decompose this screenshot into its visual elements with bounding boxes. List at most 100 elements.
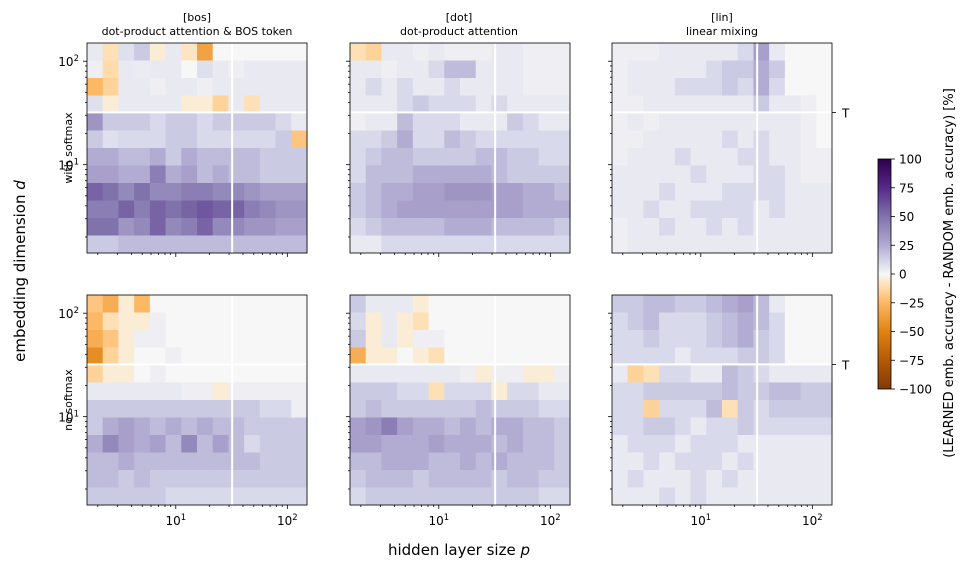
heatmap-cell — [722, 435, 739, 454]
heatmap-cell — [706, 60, 723, 79]
heatmap-cell — [706, 435, 723, 454]
heatmap-cell — [737, 347, 755, 366]
heatmap-cell — [460, 95, 477, 114]
heatmap-cell — [149, 365, 167, 384]
heatmap-cell — [460, 330, 477, 349]
heatmap-cell — [149, 470, 167, 489]
heatmap-cell — [690, 165, 707, 184]
panel-frame — [86, 294, 308, 506]
heatmap-cell — [212, 78, 230, 97]
heatmap-cell — [769, 400, 786, 419]
heatmap-cell — [816, 312, 833, 331]
heatmap-cell — [428, 330, 445, 349]
heatmap-cell — [816, 78, 833, 97]
heatmap-cell — [538, 382, 555, 401]
heatmap-cell — [381, 43, 398, 62]
colorbar-ticks: 100 75 50 25 0 −25 −50 −75 −100 — [891, 153, 932, 397]
heatmap-cell — [460, 452, 477, 471]
heatmap-cell — [538, 400, 555, 419]
heatmap-cell — [87, 183, 104, 202]
heatmap-cell — [816, 165, 833, 184]
heatmap-cell — [275, 130, 292, 149]
heatmap-cell — [134, 435, 151, 454]
heatmap-cell — [522, 200, 540, 219]
heatmap-cell — [475, 148, 493, 167]
heatmap-cell — [428, 78, 445, 97]
heatmap-cell — [507, 60, 524, 79]
heatmap-cell — [674, 165, 692, 184]
heatmap-cell — [816, 347, 833, 366]
heatmap-cell — [381, 95, 398, 114]
heatmap-cell — [275, 95, 292, 114]
heatmap-cell — [197, 165, 214, 184]
heatmap-cell — [228, 218, 245, 237]
heatmap-cell — [244, 417, 261, 436]
heatmap-cell — [291, 95, 308, 114]
heatmap-cell — [690, 417, 707, 436]
heatmap-cell — [412, 312, 430, 331]
heatmap-cell — [244, 470, 261, 489]
heatmap-cell — [365, 417, 383, 436]
colorbar — [877, 158, 892, 390]
heatmap-cell — [643, 113, 660, 132]
heatmap-cell — [444, 43, 461, 62]
heatmap-cell — [722, 148, 739, 167]
heatmap-cell — [674, 487, 692, 506]
heatmap-cell — [412, 295, 430, 314]
heatmap-cell — [181, 60, 198, 79]
heatmap-cell — [118, 235, 135, 254]
heatmap-cell — [397, 165, 414, 184]
column-code-bos: [bos] — [183, 11, 211, 24]
heatmap-cell — [102, 43, 120, 62]
heatmap-cell — [134, 452, 151, 471]
heatmap-cell — [149, 60, 167, 79]
heatmap-cell — [753, 60, 770, 79]
heatmap-cell — [397, 148, 414, 167]
heatmap-cell — [800, 43, 817, 62]
heatmap-cell — [228, 400, 245, 419]
heatmap-cell — [737, 130, 755, 149]
heatmap-cell — [134, 218, 151, 237]
heatmap-cell — [149, 452, 167, 471]
heatmap-cell — [228, 347, 245, 366]
heatmap-cell — [102, 470, 120, 489]
heatmap-cell — [181, 330, 198, 349]
heatmap-cell — [612, 148, 629, 167]
heatmap-cell — [538, 330, 555, 349]
heatmap-cell — [212, 165, 230, 184]
y-tick-label: 102 — [58, 306, 79, 321]
heatmap-cell — [412, 130, 430, 149]
heatmap-cell — [181, 235, 198, 254]
heatmap-cell — [149, 382, 167, 401]
heatmap-cell — [690, 200, 707, 219]
heatmap-cell — [381, 452, 398, 471]
heatmap-cell — [444, 330, 461, 349]
heatmap-cell — [816, 452, 833, 471]
heatmap-cell — [460, 400, 477, 419]
heatmap-cell — [538, 452, 555, 471]
heatmap-cell — [165, 295, 182, 314]
heatmap-cell — [444, 452, 461, 471]
heatmap-cell — [212, 295, 230, 314]
heatmap-cell — [181, 43, 198, 62]
heatmap-cell — [428, 113, 445, 132]
heatmap-cell — [722, 43, 739, 62]
heatmap-cell — [291, 148, 308, 167]
heatmap-cell — [800, 487, 817, 506]
heatmap-cell — [460, 148, 477, 167]
heatmap-cell — [197, 60, 214, 79]
heatmap-cell — [102, 60, 120, 79]
heatmap-cell — [244, 165, 261, 184]
heatmap-cell — [365, 470, 383, 489]
heatmap-cell — [259, 470, 277, 489]
heatmap-cell — [244, 400, 261, 419]
heatmap-cell — [554, 43, 571, 62]
heatmap-cell — [690, 470, 707, 489]
heatmap-cell — [212, 330, 230, 349]
heatmap-cell — [350, 487, 367, 506]
heatmap-cell — [674, 452, 692, 471]
heatmap-cell — [118, 312, 135, 331]
heatmap-cell — [412, 487, 430, 506]
